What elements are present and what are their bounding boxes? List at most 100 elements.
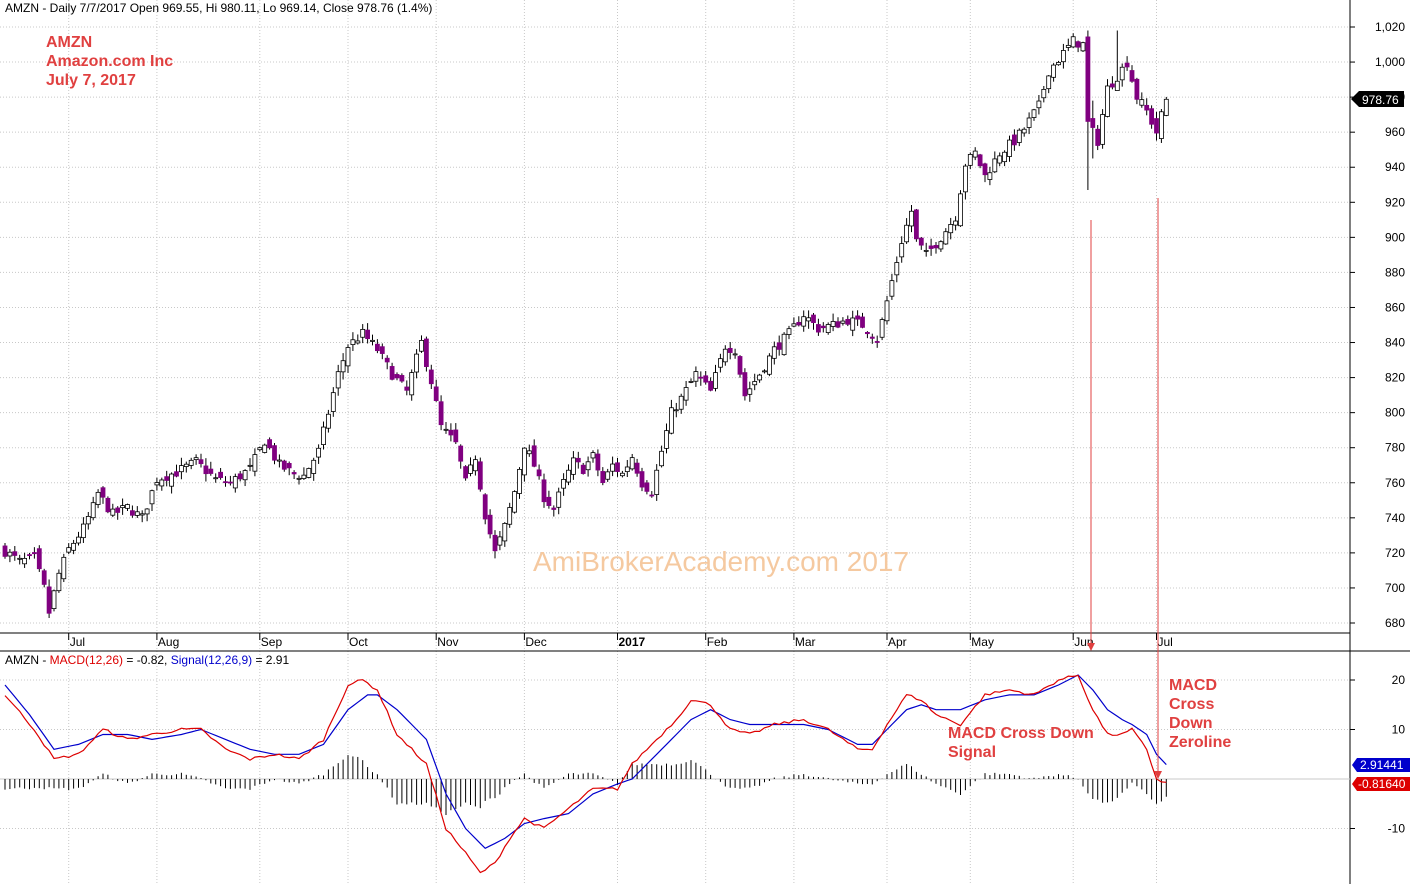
candle bbox=[669, 399, 674, 435]
candle bbox=[918, 236, 924, 250]
candle bbox=[556, 487, 562, 515]
candle bbox=[463, 465, 469, 481]
month-tick-label: Apr bbox=[888, 635, 907, 649]
note-zeroline-line-3: Down bbox=[1169, 715, 1213, 732]
candle bbox=[394, 372, 400, 381]
candle bbox=[649, 491, 655, 498]
candle bbox=[1114, 30, 1120, 91]
candle bbox=[752, 373, 758, 391]
candle bbox=[340, 353, 346, 380]
candle bbox=[938, 240, 944, 252]
candle bbox=[188, 457, 194, 470]
candle bbox=[262, 443, 268, 454]
candle bbox=[884, 295, 890, 325]
candle bbox=[90, 496, 96, 521]
candle bbox=[115, 506, 121, 520]
candle bbox=[12, 546, 18, 561]
candle bbox=[370, 334, 375, 346]
candle bbox=[267, 437, 273, 450]
candle bbox=[76, 531, 81, 546]
last-price-label: 978.76 bbox=[1362, 93, 1399, 107]
candle bbox=[737, 355, 743, 378]
candle bbox=[600, 467, 606, 486]
candle bbox=[683, 380, 689, 406]
candle bbox=[1163, 96, 1169, 117]
candle bbox=[1031, 108, 1037, 121]
candle bbox=[286, 461, 292, 476]
candles bbox=[2, 30, 1169, 619]
candle bbox=[1110, 76, 1115, 90]
candle bbox=[281, 459, 287, 472]
price-tick-label: 800 bbox=[1385, 406, 1405, 420]
candle bbox=[987, 166, 993, 186]
candle bbox=[933, 241, 939, 254]
candle bbox=[296, 475, 302, 485]
candle bbox=[399, 373, 405, 383]
signal-last-label: 2.91441 bbox=[1360, 758, 1404, 772]
candle bbox=[149, 489, 155, 511]
candle bbox=[732, 348, 738, 359]
candle bbox=[997, 152, 1003, 167]
candle bbox=[688, 378, 694, 384]
candle bbox=[624, 459, 630, 478]
candle bbox=[1119, 63, 1125, 87]
candle bbox=[512, 490, 517, 514]
candle bbox=[796, 316, 802, 327]
candle bbox=[419, 335, 424, 353]
macd-histogram bbox=[4, 755, 1167, 816]
candle bbox=[379, 343, 385, 360]
candle bbox=[982, 162, 988, 183]
candle bbox=[654, 464, 660, 501]
note-zeroline-line-4: Zeroline bbox=[1169, 734, 1231, 751]
candle bbox=[580, 462, 586, 475]
candle bbox=[448, 423, 454, 442]
last-price-badge: 978.76 bbox=[1351, 91, 1404, 107]
candle bbox=[414, 349, 420, 379]
candle bbox=[41, 568, 47, 588]
candle bbox=[36, 545, 42, 572]
candle bbox=[869, 333, 875, 344]
macd-tick-label: 10 bbox=[1392, 723, 1406, 737]
candle bbox=[1075, 40, 1081, 53]
candle bbox=[806, 310, 811, 329]
candle bbox=[81, 517, 86, 543]
candle bbox=[1105, 79, 1110, 118]
candle bbox=[943, 228, 949, 245]
candle bbox=[100, 486, 106, 504]
candle bbox=[590, 450, 596, 463]
candle bbox=[811, 313, 816, 330]
candle bbox=[125, 503, 130, 511]
candle bbox=[830, 313, 836, 332]
candle bbox=[1124, 56, 1130, 71]
candle bbox=[526, 444, 532, 457]
candle bbox=[1095, 125, 1101, 151]
candle bbox=[634, 458, 640, 477]
candle bbox=[781, 332, 787, 356]
candle bbox=[791, 317, 797, 328]
candle bbox=[698, 371, 704, 386]
candle bbox=[433, 379, 439, 402]
candle bbox=[909, 204, 914, 233]
note-cross-down-signal: MACD Cross Down Signal bbox=[948, 725, 1098, 761]
macd-value-badge: -0.81640 bbox=[1352, 777, 1410, 791]
candle bbox=[1016, 128, 1022, 147]
month-tick-label: Dec bbox=[525, 635, 546, 649]
macd-header-signal-label: Signal(12,26,9) bbox=[171, 653, 252, 667]
price-tick-label: 880 bbox=[1385, 265, 1405, 279]
candle bbox=[840, 317, 846, 326]
candle bbox=[2, 543, 8, 559]
candle bbox=[747, 381, 753, 402]
candle bbox=[154, 477, 160, 491]
candle bbox=[17, 554, 23, 565]
candle bbox=[223, 476, 228, 487]
candle bbox=[27, 552, 32, 560]
candle bbox=[1070, 33, 1076, 49]
candle bbox=[252, 448, 258, 477]
candle bbox=[1046, 75, 1052, 94]
candle bbox=[325, 409, 331, 433]
candle bbox=[1061, 43, 1066, 69]
price-tick-label: 920 bbox=[1385, 195, 1405, 209]
candle bbox=[193, 454, 199, 465]
symbol-text: AMZN bbox=[46, 34, 92, 51]
